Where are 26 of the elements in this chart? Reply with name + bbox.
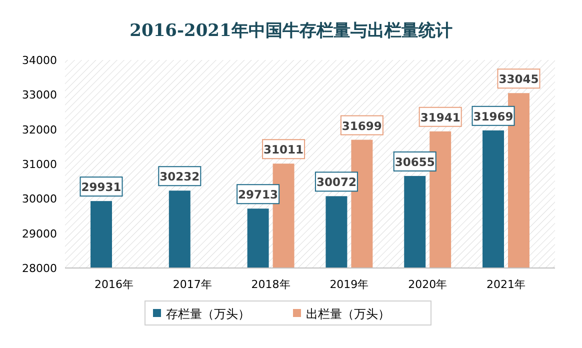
x-tick-label: 2017年 — [172, 278, 212, 291]
x-tick-label: 2016年 — [94, 278, 134, 291]
x-tick-label: 2018年 — [251, 278, 290, 291]
data-label: 30655 — [394, 154, 435, 169]
data-label: 33045 — [498, 72, 539, 86]
y-tick-label: 33000 — [22, 88, 57, 102]
legend-label: 存栏量（万头） — [166, 307, 250, 321]
y-tick-label: 34000 — [22, 54, 57, 67]
data-label: 29713 — [238, 188, 278, 202]
x-tick-label: 2021年 — [486, 278, 526, 291]
data-label: 30072 — [316, 175, 356, 190]
data-label: 31969 — [473, 109, 514, 124]
y-tick-label: 29000 — [22, 227, 57, 240]
data-label: 29931 — [81, 180, 122, 194]
data-label: 31941 — [420, 110, 460, 124]
x-tick-label: 2019年 — [330, 278, 369, 291]
y-tick-label: 28000 — [22, 262, 57, 275]
data-label: 31699 — [342, 118, 382, 133]
x-tick-label: 2020年 — [408, 278, 448, 291]
data-label: 31011 — [264, 142, 304, 157]
y-tick-label: 30000 — [22, 192, 57, 206]
legend-label: 出栏量（万头） — [306, 307, 390, 321]
y-tick-label: 32000 — [22, 123, 57, 136]
y-tick-label: 31000 — [22, 158, 57, 171]
chart-title: 2016-2021年中国牛存栏量与出栏量统计 — [130, 21, 452, 41]
data-label: 30232 — [160, 170, 200, 184]
